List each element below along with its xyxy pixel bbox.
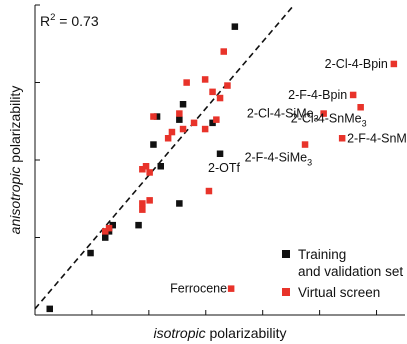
point-virtual-6 bbox=[142, 163, 150, 170]
point-virtual-25 bbox=[320, 110, 327, 117]
r-squared-symbol: R bbox=[40, 13, 50, 29]
point-virtual-17 bbox=[205, 187, 213, 195]
point-virtual-14 bbox=[190, 119, 198, 127]
point-virtual-26 bbox=[338, 135, 346, 142]
legend: Training and validation set Virtual scre… bbox=[282, 247, 403, 300]
point-label-3: 2-Cl-4-SnMe3 bbox=[291, 111, 367, 128]
point-virtual-11 bbox=[176, 110, 183, 117]
x-axis-ticks bbox=[91, 310, 378, 315]
point-training-2 bbox=[102, 234, 109, 241]
point-virtual-1 bbox=[105, 224, 113, 232]
point-training-1 bbox=[87, 249, 94, 257]
point-label-7: Ferrocene bbox=[170, 282, 227, 296]
legend-label-training-line1: Training bbox=[298, 247, 346, 262]
point-virtual-4 bbox=[146, 197, 153, 204]
x-axis-title-rest: polarizability bbox=[206, 325, 287, 341]
fit-line bbox=[34, 4, 295, 310]
point-training-8 bbox=[157, 163, 164, 170]
point-virtual-10 bbox=[168, 128, 176, 136]
point-virtual-13 bbox=[183, 79, 190, 86]
point-virtual-28 bbox=[357, 104, 364, 111]
point-virtual-12 bbox=[179, 125, 187, 133]
point-training-5 bbox=[135, 221, 142, 229]
point-virtual-18 bbox=[213, 116, 220, 123]
r-squared-label: R2 = 0.73 bbox=[40, 12, 99, 29]
point-training-7 bbox=[153, 113, 161, 120]
point-label-1: 2-F-4-Bpin bbox=[288, 88, 347, 102]
point-virtual-23 bbox=[227, 285, 235, 292]
point-virtual-29 bbox=[390, 60, 398, 68]
point-virtual-20 bbox=[220, 48, 227, 55]
point-training-12 bbox=[209, 119, 216, 127]
point-virtual-3 bbox=[139, 200, 146, 207]
point-virtual-21 bbox=[224, 82, 231, 89]
point-virtual-7 bbox=[146, 169, 153, 176]
legend-label-virtual: Virtual screen bbox=[298, 285, 380, 300]
r-squared-superscript: 2 bbox=[50, 12, 55, 23]
point-virtual-0 bbox=[102, 228, 109, 235]
point-virtual-2 bbox=[139, 206, 146, 213]
legend-label-training-line2: and validation set bbox=[298, 264, 403, 279]
point-virtual-27 bbox=[349, 91, 357, 99]
y-axis-title-italic: anisotropic bbox=[7, 167, 23, 235]
point-virtual-8 bbox=[150, 113, 157, 120]
x-axis-title-italic: isotropic bbox=[153, 325, 205, 341]
x-axis-title: isotropic polarizability bbox=[153, 325, 286, 341]
point-training-3 bbox=[109, 221, 116, 229]
point-virtual-24 bbox=[301, 141, 309, 148]
point-training-0 bbox=[46, 305, 53, 313]
point-training-13 bbox=[216, 150, 224, 157]
point-training-14 bbox=[231, 23, 239, 30]
point-training-9 bbox=[176, 200, 183, 207]
y-axis-ticks bbox=[35, 4, 40, 238]
point-training-6 bbox=[150, 141, 157, 148]
markers-layer bbox=[46, 23, 398, 313]
point-training-11 bbox=[179, 101, 187, 108]
r-squared-value: = 0.73 bbox=[55, 13, 98, 29]
point-virtual-5 bbox=[139, 166, 146, 173]
point-label-2: 2-Cl-4-SiMe3 bbox=[247, 107, 319, 124]
point-virtual-16 bbox=[201, 76, 209, 83]
plot-area: 2-Cl-4-Bpin 2-F-4-Bpin 2-Cl-4-SiMe32-Cl-4-… bbox=[34, 4, 407, 316]
point-virtual-15 bbox=[201, 125, 209, 133]
point-training-10 bbox=[176, 116, 183, 123]
y-axis-title: anisotropic polarizability bbox=[7, 86, 23, 235]
legend-marker-training bbox=[282, 250, 290, 258]
point-virtual-19 bbox=[216, 94, 224, 102]
point-label-0: 2-Cl-4-Bpin bbox=[325, 57, 388, 71]
point-virtual-22 bbox=[209, 88, 216, 96]
point-label-6: 2-OTf bbox=[208, 161, 240, 175]
legend-marker-virtual bbox=[282, 288, 290, 296]
y-axis-title-rest: polarizability bbox=[7, 86, 23, 167]
point-labels-layer: 2-Cl-4-Bpin 2-F-4-Bpin 2-Cl-4-SiMe32-Cl-4-… bbox=[170, 57, 407, 296]
point-label-5: 2-F-4-SiMe3 bbox=[245, 151, 313, 168]
point-virtual-9 bbox=[164, 135, 172, 142]
point-label-4: 2-F-4-SnMe3 bbox=[347, 131, 407, 148]
